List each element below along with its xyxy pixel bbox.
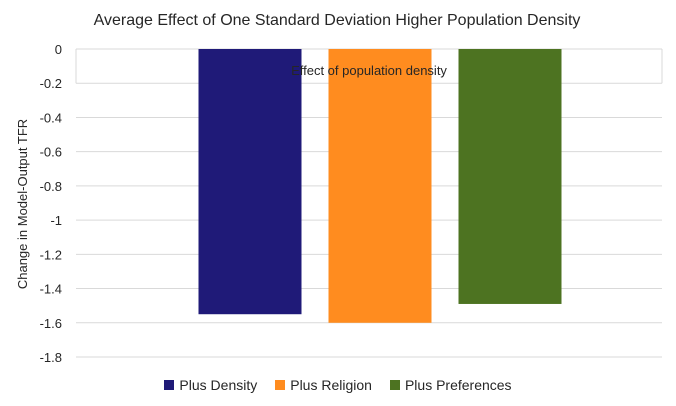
y-tick-label: -1 bbox=[50, 213, 62, 228]
y-axis-label: Change in Model-Output TFR bbox=[15, 119, 30, 289]
legend: Plus Density Plus Religion Plus Preference… bbox=[0, 377, 676, 393]
legend-item: Plus Density bbox=[164, 377, 257, 393]
category-label: Effect of population density bbox=[291, 63, 447, 78]
legend-item: Plus Religion bbox=[275, 377, 372, 393]
y-tick-label: -0.2 bbox=[40, 76, 62, 91]
legend-item: Plus Preferences bbox=[389, 377, 512, 393]
y-tick-label: -0.6 bbox=[40, 145, 62, 160]
y-tick-label: 0 bbox=[55, 42, 62, 57]
bar-plus-religion bbox=[328, 49, 432, 323]
legend-label: Plus Density bbox=[179, 377, 258, 393]
legend-swatch bbox=[275, 380, 286, 390]
y-tick-labels: 0 -0.2 -0.4 -0.6 -0.8 -1 -1.2 -1.4 -1.6 -1.8 bbox=[40, 42, 62, 365]
y-tick-label: -0.8 bbox=[40, 179, 62, 194]
y-tick-label: -1.4 bbox=[40, 282, 62, 297]
chart-title: Average Effect of One Standard Deviation… bbox=[94, 12, 581, 29]
y-tick-label: -1.6 bbox=[40, 316, 62, 331]
legend-label: Plus Preferences bbox=[404, 377, 512, 393]
bar-plus-preferences bbox=[458, 49, 562, 304]
bars bbox=[198, 49, 562, 323]
y-tick-label: -0.4 bbox=[40, 110, 62, 125]
bar-plus-density bbox=[198, 49, 302, 315]
legend-swatch bbox=[389, 380, 400, 390]
legend-label: Plus Religion bbox=[290, 377, 372, 393]
y-tick-label: -1.2 bbox=[40, 247, 62, 262]
legend-swatch bbox=[164, 380, 175, 390]
y-tick-label: -1.8 bbox=[40, 350, 62, 365]
